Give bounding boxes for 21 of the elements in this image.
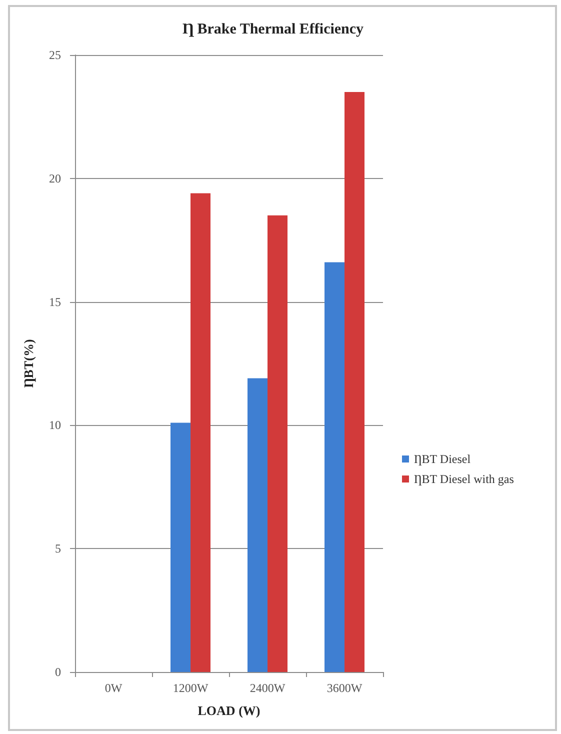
y-tick-label: 20 — [49, 171, 61, 186]
chart-title: Ƞ Brake Thermal Efficiency — [182, 22, 364, 38]
bar — [170, 422, 190, 672]
y-tick-label: 10 — [49, 418, 61, 432]
legend-label: ȠBT Diesel — [414, 452, 472, 466]
bar — [324, 262, 344, 672]
bar — [344, 92, 364, 672]
y-tick-label: 25 — [49, 48, 61, 62]
bar — [268, 215, 288, 672]
y-tick-label: 0 — [55, 665, 61, 679]
legend-label: ȠBT Diesel with gas — [414, 472, 514, 486]
x-axis-title: LOAD (W) — [198, 703, 260, 718]
bar — [190, 193, 210, 672]
y-tick-label: 5 — [55, 542, 61, 556]
y-tick-label: 15 — [49, 294, 61, 309]
y-axis-title: ȠBT(%) — [21, 339, 36, 388]
x-tick-label: 3600W — [326, 681, 363, 695]
bar — [248, 378, 268, 672]
x-tick-label: 2400W — [250, 681, 286, 695]
x-tick-label: 1200W — [172, 681, 209, 695]
x-tick-label: 0W — [104, 681, 123, 695]
